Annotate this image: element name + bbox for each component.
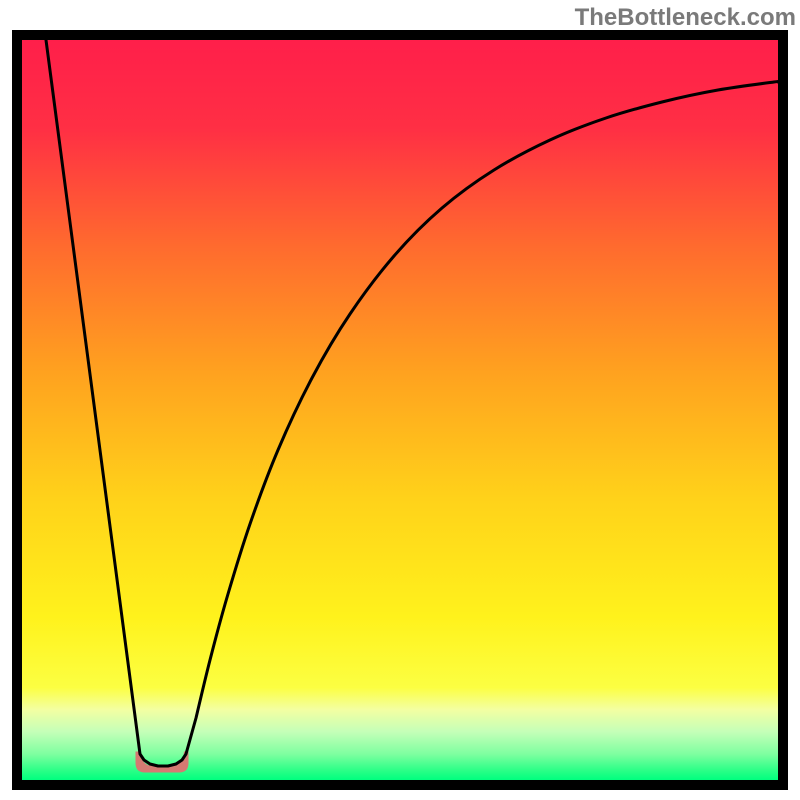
watermark-text: TheBottleneck.com — [575, 4, 796, 32]
chart-svg — [22, 40, 778, 780]
chart-frame — [12, 30, 788, 790]
bottleneck-curve — [46, 40, 778, 766]
curve-group — [46, 40, 778, 766]
chart-container: TheBottleneck.com — [0, 0, 800, 800]
